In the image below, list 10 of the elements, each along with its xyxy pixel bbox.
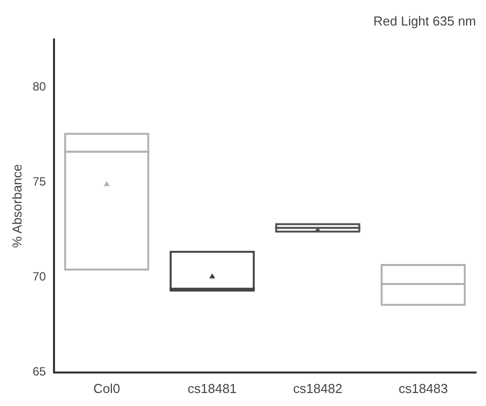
x-tick-label: cs18482 — [293, 380, 342, 396]
y-tick-label: 65 — [32, 364, 46, 379]
y-tick-label: 70 — [32, 270, 46, 284]
y-tick-label: 80 — [32, 79, 46, 94]
x-tick-label: cs18481 — [188, 380, 237, 396]
y-tick-label: 75 — [32, 174, 46, 189]
y-axis-title: % Absorbance — [9, 164, 24, 248]
x-tick-label: Col0 — [93, 380, 120, 396]
chart-title: Red Light 635 nm — [373, 13, 476, 28]
x-tick-label: cs18483 — [398, 380, 448, 396]
